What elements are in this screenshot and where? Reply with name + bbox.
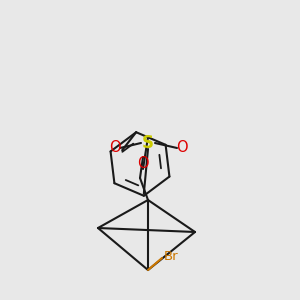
Text: O: O: [176, 140, 188, 155]
Text: O: O: [137, 155, 149, 170]
Text: S: S: [142, 134, 154, 152]
Text: O: O: [109, 140, 121, 155]
Text: Br: Br: [164, 250, 178, 262]
